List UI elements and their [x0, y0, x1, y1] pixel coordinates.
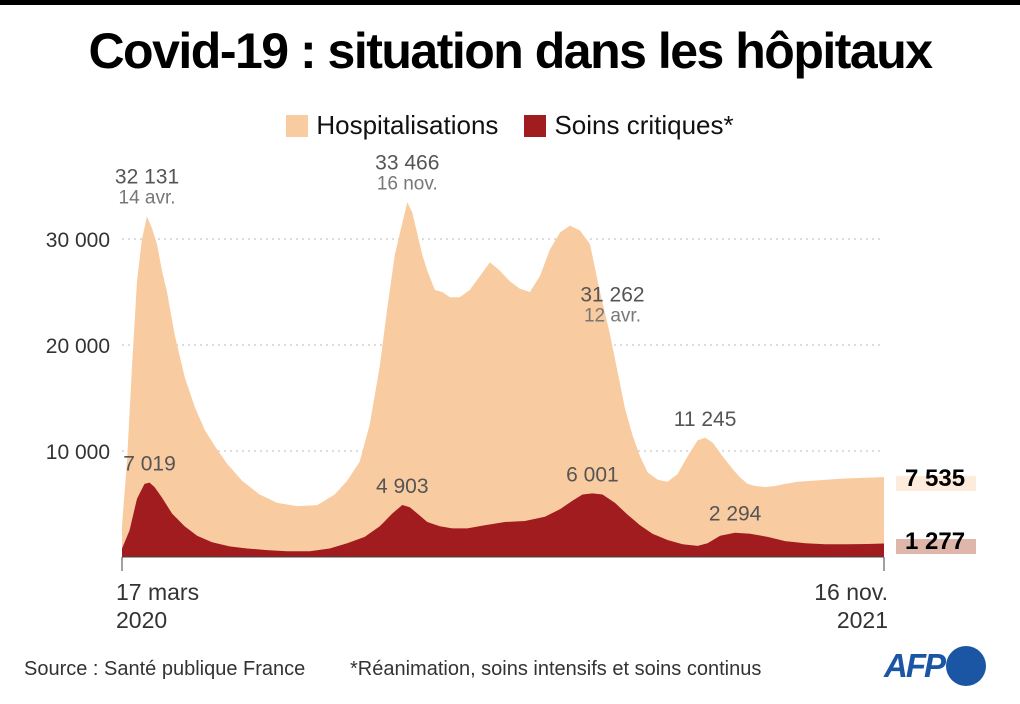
x-label-end: 2021: [837, 607, 888, 633]
source-text: Source : Santé publique France: [24, 658, 306, 680]
gridlines: [122, 238, 884, 452]
y-axis-labels: 10 000 20 000 30 000: [46, 229, 110, 464]
legend-item-soins-critiques: Soins critiques*: [524, 110, 734, 141]
y-tick-label: 10 000: [46, 441, 110, 464]
afp-logo-dot-icon: [946, 646, 986, 686]
annotation-value: 31 262: [580, 283, 644, 306]
annotation-date: 12 avr.: [584, 305, 641, 326]
legend: Hospitalisations Soins critiques*: [0, 110, 1020, 141]
x-label-start: 2020: [116, 607, 167, 633]
afp-logo-text: AFP: [884, 647, 946, 684]
x-label-end: 16 nov.: [814, 579, 888, 605]
annotation-date: 16 nov.: [377, 173, 438, 194]
last-values: 7 535 1 277: [896, 465, 976, 555]
legend-item-hospitalisations: Hospitalisations: [286, 110, 498, 141]
last-value-label: 7 535: [905, 465, 965, 492]
legend-swatch-hospitalisations: [286, 114, 309, 137]
x-label-start: 17 mars: [116, 579, 199, 605]
y-tick-label: 30 000: [46, 229, 110, 252]
annotation-value: 7 019: [123, 453, 176, 476]
top-rule: [0, 0, 1020, 5]
last-value-bg: [896, 476, 976, 491]
annotation-value: 4 903: [376, 475, 429, 498]
last-value-label: 1 277: [905, 528, 965, 555]
legend-label-hospitalisations: Hospitalisations: [316, 110, 499, 140]
annotation-value: 33 466: [375, 151, 439, 174]
annotation-value: 6 001: [566, 463, 619, 486]
footnote-text: *Réanimation, soins intensifs et soins c…: [350, 658, 762, 680]
annotation-value: 32 131: [115, 165, 179, 188]
legend-swatch-soins-critiques: [524, 114, 547, 137]
annotation-value: 2 294: [709, 503, 762, 526]
y-tick-label: 20 000: [46, 335, 110, 358]
annotation-date: 14 avr.: [119, 187, 176, 208]
legend-label-soins-critiques: Soins critiques*: [554, 110, 734, 140]
afp-logo: AFP: [884, 646, 986, 686]
annotation-value: 11 245: [674, 408, 737, 431]
area-hospitalisations: [122, 202, 884, 558]
last-value-bg: [896, 539, 976, 554]
chart-title: Covid-19 : situation dans les hôpitaux: [88, 23, 933, 79]
area-soins-critiques: [122, 482, 884, 557]
